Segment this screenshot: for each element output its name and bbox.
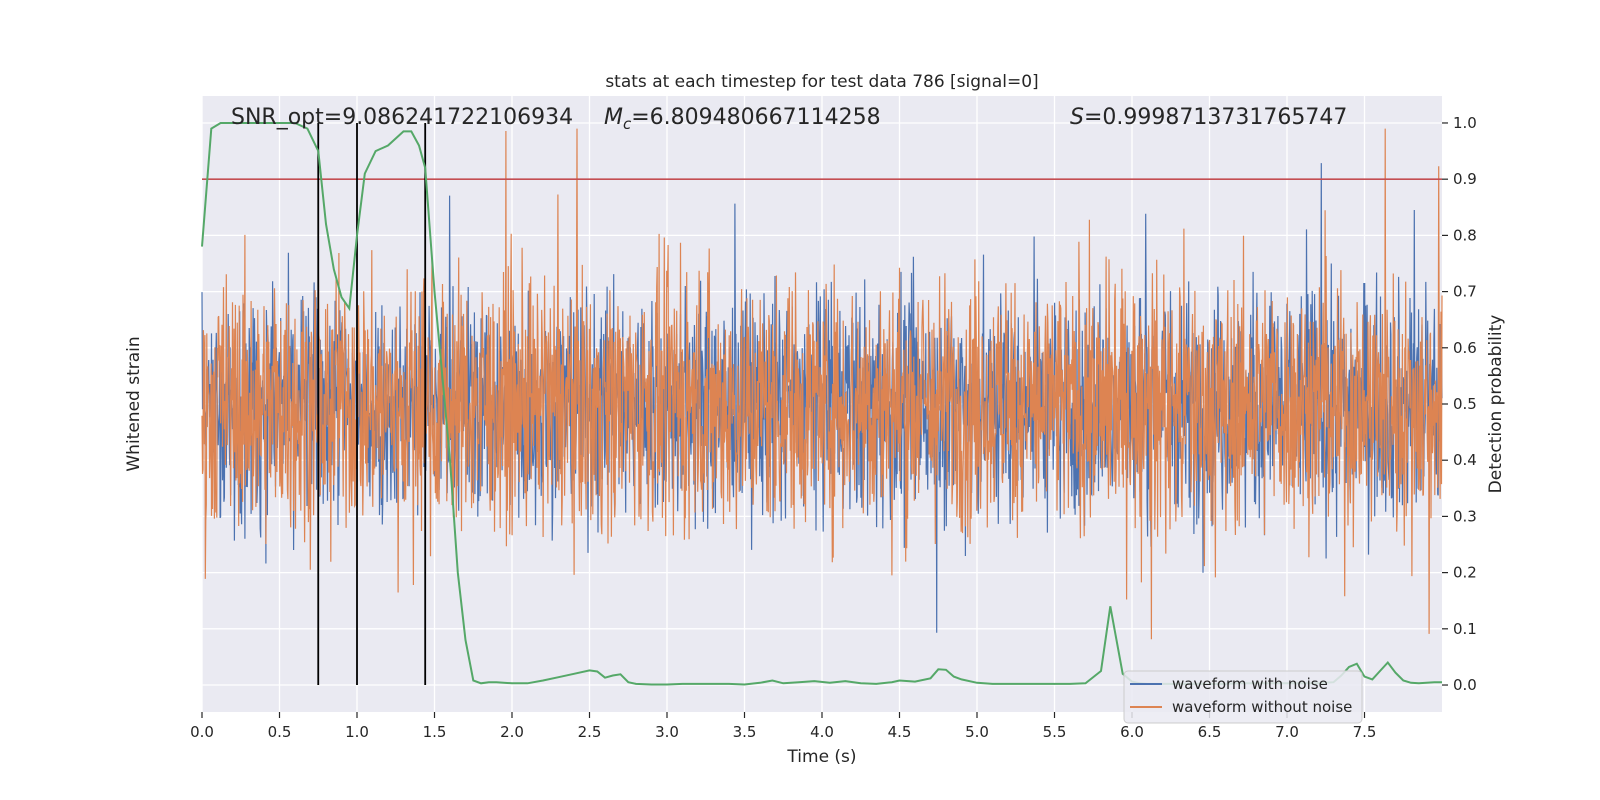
y-right-tick-label-9: 0.9 — [1453, 170, 1477, 188]
x-tick-label-8: 4.0 — [810, 723, 834, 741]
y-right-tick-label-7: 0.7 — [1453, 283, 1477, 301]
series-waveform-without-noise — [201, 128, 1443, 640]
x-tick-label-6: 3.0 — [655, 723, 679, 741]
mc-annotation: Mc=6.809480667114258 — [604, 105, 881, 133]
s-annotation: S=0.9998713731765747 — [1070, 105, 1347, 130]
x-tick-label-13: 6.5 — [1198, 723, 1222, 741]
x-axis-label: Time (s) — [786, 747, 856, 767]
y-right-tick-label-1: 0.1 — [1453, 620, 1477, 638]
x-tick-label-11: 5.5 — [1043, 723, 1067, 741]
snr-annotation: SNR_opt=9.086241722106934 — [231, 105, 573, 130]
chart-title: stats at each timestep for test data 786… — [605, 72, 1038, 92]
y-right-tick-label-6: 0.6 — [1453, 339, 1477, 357]
legend-label-without-noise: waveform without noise — [1172, 698, 1352, 716]
x-tick-label-12: 6.0 — [1120, 723, 1144, 741]
axes: 0.0 0.5 1.0 1.5 2.0 2.5 3.0 3.5 4.0 4.5 5.0 5.5 6.0 6… — [190, 114, 1477, 741]
x-tick-label-4: 2.0 — [500, 723, 524, 741]
x-tick-label-9: 4.5 — [888, 723, 912, 741]
s-symbol: S — [1070, 105, 1084, 130]
y-right-tick-label-2: 0.2 — [1453, 564, 1477, 582]
x-tick-label-14: 7.0 — [1275, 723, 1299, 741]
x-tick-label-10: 5.0 — [965, 723, 989, 741]
legend: waveform with noise waveform without noi… — [1123, 670, 1363, 724]
x-tick-label-0: 0.0 — [190, 723, 214, 741]
x-tick-label-3: 1.5 — [423, 723, 447, 741]
legend-box — [1123, 670, 1363, 724]
y-axis-label-right: Detection probability — [1486, 315, 1506, 494]
y-right-tick-label-8: 0.8 — [1453, 226, 1477, 244]
x-tick-label-2: 1.0 — [345, 723, 369, 741]
y-right-tick-label-5: 0.5 — [1453, 395, 1477, 413]
clean-trace — [201, 128, 1443, 640]
x-tick-label-5: 2.5 — [578, 723, 602, 741]
overlays — [202, 122, 1442, 686]
mc-value: =6.809480667114258 — [631, 105, 880, 130]
legend-label-with-noise: waveform with noise — [1172, 675, 1328, 693]
s-value: =0.9998713731765747 — [1084, 105, 1347, 130]
mc-subscript: c — [623, 115, 632, 133]
x-tick-label-15: 7.5 — [1353, 723, 1377, 741]
y-axis-label-left: Whitened strain — [124, 336, 144, 471]
y-right-tick-label-10: 1.0 — [1453, 114, 1477, 132]
x-tick-label-7: 3.5 — [733, 723, 757, 741]
mc-symbol: M — [604, 105, 623, 130]
x-tick-label-1: 0.5 — [268, 723, 292, 741]
y-right-tick-label-3: 0.3 — [1453, 507, 1477, 525]
y-right-tick-label-4: 0.4 — [1453, 451, 1477, 469]
y-right-tick-label-0: 0.0 — [1453, 676, 1477, 694]
